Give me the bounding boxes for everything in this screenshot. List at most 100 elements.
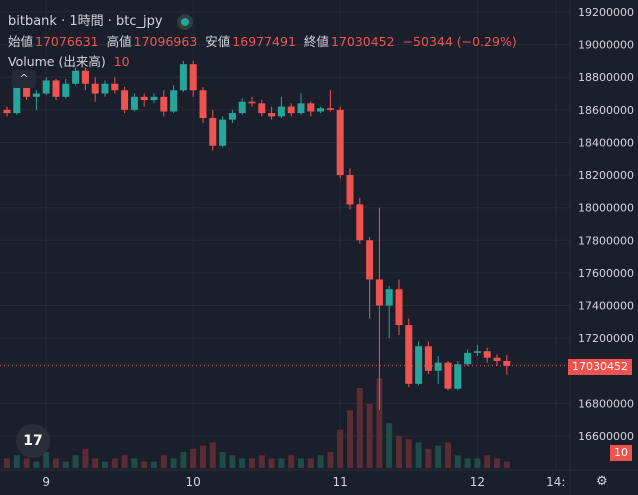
candle-body <box>258 103 266 114</box>
candle-body <box>179 64 187 91</box>
volume-bar <box>415 442 422 468</box>
volume-bar <box>386 423 393 468</box>
y-tick-label: 18800000 <box>578 71 634 84</box>
close-label: 終値 <box>303 34 329 49</box>
candle-body <box>81 70 89 84</box>
candle-body <box>424 346 432 371</box>
x-tick-label: 14: <box>546 475 565 489</box>
symbol-title[interactable]: bitbank · 1時間 · btc_jpy <box>8 14 163 29</box>
volume-bar <box>268 458 275 468</box>
volume-tag: 10 <box>610 445 632 461</box>
candle-body <box>277 106 285 117</box>
y-tick-label: 16600000 <box>578 430 634 443</box>
volume-bar <box>327 452 334 468</box>
ohlc-row: 始値 17076631 高値 17096963 安値 16977491 終値 1… <box>8 32 525 52</box>
volume-bar <box>121 455 128 468</box>
candle-body <box>248 101 256 104</box>
volume-bar <box>494 458 500 468</box>
volume-bar <box>464 458 471 468</box>
volume-bar <box>4 458 10 468</box>
candle-body <box>170 90 178 112</box>
market-status-icon <box>176 14 193 30</box>
y-tick-label: 17800000 <box>578 234 634 247</box>
y-tick-label: 17200000 <box>578 332 634 345</box>
settings-gear-icon[interactable]: ⚙ <box>596 474 608 489</box>
candle-body <box>483 351 491 358</box>
candle-body <box>219 119 227 146</box>
volume-bar <box>258 455 265 468</box>
volume-bar <box>229 455 236 468</box>
candle-body <box>415 346 423 384</box>
y-tick-label: 18600000 <box>578 104 634 117</box>
y-tick-label: 16800000 <box>578 397 634 410</box>
candle-body <box>336 109 344 176</box>
volume-bar <box>484 455 491 468</box>
y-tick-label: 17400000 <box>578 300 634 313</box>
volume-bar <box>53 458 59 468</box>
candle-body <box>434 362 442 371</box>
low-label: 安値 <box>205 34 231 49</box>
volume-bar <box>405 439 412 468</box>
volume-bar <box>82 448 89 468</box>
candle-body <box>375 279 383 306</box>
volume-bar <box>288 455 295 468</box>
change-value: −50344 (−0.29%) <box>402 34 517 49</box>
candle-body <box>160 96 168 112</box>
volume-label[interactable]: Volume (出来高) <box>8 54 106 69</box>
y-tick-label: 17600000 <box>578 267 634 280</box>
volume-row: Volume (出来高) 10 <box>8 52 525 72</box>
y-tick-label: 18400000 <box>578 136 634 149</box>
high-label: 高値 <box>106 34 132 49</box>
volume-bar <box>366 404 373 468</box>
candle-body <box>493 357 501 361</box>
candle-body <box>503 360 511 366</box>
y-tick-label: 18000000 <box>578 202 634 215</box>
volume-bar <box>33 461 40 468</box>
volume-bar <box>396 436 402 468</box>
volume-bar <box>170 458 177 468</box>
candle-body <box>3 109 11 114</box>
candle-body <box>268 113 276 117</box>
volume-bar <box>298 458 304 468</box>
y-tick-label: 19200000 <box>578 6 634 19</box>
candle-body <box>199 90 207 118</box>
candle-body <box>42 80 50 94</box>
candle-body <box>130 96 138 110</box>
volume-bar <box>180 452 187 468</box>
candle-body <box>356 204 364 241</box>
candle-body <box>228 113 236 120</box>
volume-bar <box>219 452 226 468</box>
candle-body <box>111 83 119 91</box>
candle-body <box>91 83 99 94</box>
volume-bar <box>376 378 383 468</box>
candle-body <box>395 289 403 326</box>
volume-bar <box>102 461 108 468</box>
candle-body <box>52 80 60 97</box>
collapse-legend-icon[interactable]: ^ <box>12 70 36 88</box>
last-price-tag: 17030452 <box>568 359 632 375</box>
candle-body <box>454 364 462 389</box>
high-value: 17096963 <box>133 34 198 49</box>
volume-bar <box>249 458 255 468</box>
chart-legend: bitbank · 1時間 · btc_jpy 始値 17076631 高値 1… <box>8 12 525 72</box>
candle-body <box>23 87 31 97</box>
volume-bar <box>151 461 157 468</box>
volume-bar <box>43 452 50 468</box>
candle-body <box>444 362 452 389</box>
volume-bar <box>239 458 246 468</box>
candle-body <box>366 240 374 280</box>
volume-bar <box>131 458 138 468</box>
candle-body <box>209 118 217 146</box>
open-label: 始値 <box>8 34 34 49</box>
volume-bar <box>435 445 442 468</box>
volume-bar <box>200 445 206 468</box>
x-tick-label: 12 <box>470 475 485 489</box>
low-value: 16977491 <box>232 34 296 49</box>
volume-bar <box>425 448 432 468</box>
tradingview-logo[interactable]: 17 <box>16 424 50 458</box>
volume-bar <box>190 448 197 468</box>
volume-bar <box>474 458 481 468</box>
volume-bar <box>160 455 167 468</box>
open-value: 17076631 <box>35 34 99 49</box>
